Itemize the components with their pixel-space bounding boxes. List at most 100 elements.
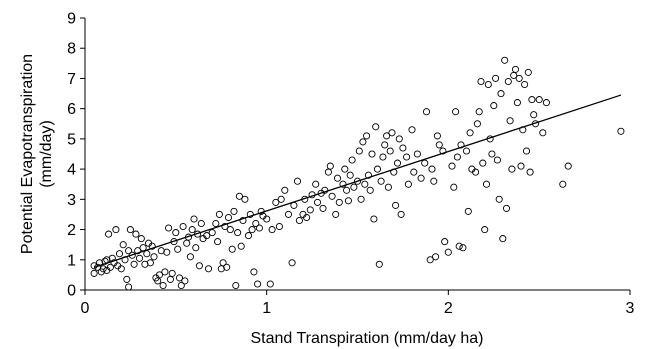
data-point	[490, 102, 498, 110]
data-point	[186, 253, 194, 261]
data-point	[521, 80, 529, 89]
data-point	[281, 186, 289, 194]
data-point	[313, 198, 322, 206]
data-point	[139, 244, 147, 252]
data-point	[230, 207, 238, 215]
data-point	[399, 144, 407, 152]
data-point	[393, 159, 402, 167]
data-point	[143, 250, 151, 258]
data-point	[506, 117, 514, 125]
data-point	[135, 254, 144, 262]
data-point	[188, 226, 196, 234]
data-point	[515, 74, 523, 82]
data-point	[481, 226, 489, 234]
y-tick-label: 8	[67, 41, 76, 58]
data-point	[435, 141, 443, 149]
data-point	[119, 241, 127, 249]
data-point	[504, 77, 512, 86]
data-point	[522, 147, 531, 155]
data-point	[288, 259, 296, 267]
data-point	[417, 174, 425, 182]
data-point	[404, 180, 412, 188]
data-point	[263, 215, 271, 223]
data-point	[181, 277, 189, 285]
data-point	[426, 256, 434, 264]
data-point	[341, 165, 349, 173]
data-point	[284, 210, 293, 218]
data-point	[272, 198, 280, 206]
data-point	[148, 242, 156, 250]
data-point	[312, 180, 320, 188]
data-point	[501, 56, 509, 64]
data-point	[372, 123, 380, 131]
data-point	[524, 68, 532, 76]
data-point	[275, 222, 283, 231]
data-point	[377, 177, 385, 185]
data-point	[123, 275, 131, 283]
data-point	[117, 265, 125, 273]
data-point	[472, 168, 480, 176]
data-point	[177, 281, 185, 290]
data-point	[517, 162, 525, 170]
data-point	[375, 260, 383, 268]
data-point	[106, 263, 114, 271]
data-point	[90, 269, 98, 277]
data-point	[99, 265, 107, 273]
data-point	[246, 210, 254, 218]
data-point	[268, 226, 276, 234]
data-point	[339, 180, 347, 188]
data-point	[350, 183, 358, 191]
data-point	[528, 96, 536, 104]
data-point	[277, 195, 285, 203]
data-point	[165, 224, 173, 232]
data-point	[388, 129, 396, 137]
data-point	[239, 216, 247, 225]
data-point	[112, 226, 120, 234]
y-tick-label: 9	[67, 11, 76, 28]
data-point	[115, 250, 124, 258]
trend-line-group	[93, 94, 622, 268]
data-point	[348, 156, 356, 164]
data-point	[355, 147, 363, 155]
data-point	[195, 262, 203, 270]
data-point	[255, 224, 263, 232]
data-point	[441, 238, 449, 246]
data-point	[381, 141, 389, 149]
data-point	[484, 80, 492, 89]
data-point	[450, 183, 458, 191]
y-axis-title: Potential Evapotranspiration (mm/day)	[19, 54, 55, 254]
y-tick-label: 6	[67, 101, 76, 118]
data-point	[215, 210, 223, 218]
data-point	[495, 195, 503, 203]
data-point	[223, 263, 231, 271]
data-point	[439, 147, 447, 155]
data-point	[511, 65, 520, 73]
data-point	[241, 195, 249, 203]
data-point	[226, 226, 234, 234]
data-point	[346, 171, 354, 179]
data-point	[448, 162, 456, 170]
data-point	[453, 153, 461, 161]
data-point	[155, 271, 164, 279]
y-tick-label: 0	[67, 283, 76, 300]
data-point	[132, 230, 140, 238]
data-point	[204, 265, 213, 273]
trend-line	[93, 94, 622, 268]
data-point	[366, 186, 374, 194]
data-point	[361, 180, 369, 188]
data-point	[166, 275, 174, 283]
x-axis-title: Stand Transpiration (mm/day ha)	[251, 330, 484, 347]
data-point	[502, 204, 511, 212]
data-point	[163, 248, 171, 256]
data-point	[252, 219, 260, 228]
data-point	[410, 168, 418, 176]
data-point	[475, 108, 483, 116]
y-tick-label: 5	[67, 131, 76, 148]
data-point	[473, 120, 481, 128]
data-point	[332, 210, 340, 218]
data-point	[197, 219, 205, 228]
data-point	[172, 229, 180, 237]
data-point	[126, 226, 134, 234]
data-point	[493, 156, 501, 164]
data-point	[125, 247, 133, 255]
